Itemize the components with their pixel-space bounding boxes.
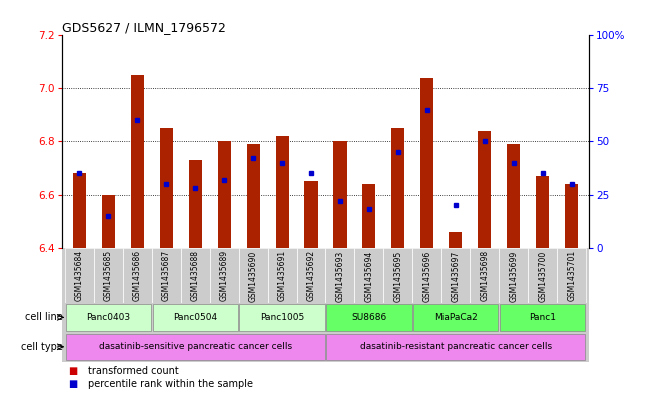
Text: GSM1435696: GSM1435696	[422, 250, 432, 301]
Bar	[102, 195, 115, 248]
Bar	[326, 334, 585, 360]
Bar	[66, 304, 151, 331]
Bar	[131, 75, 144, 248]
Text: GSM1435697: GSM1435697	[451, 250, 460, 301]
Bar	[391, 128, 404, 248]
Bar	[507, 144, 520, 248]
Bar	[413, 248, 441, 303]
Text: GSM1435692: GSM1435692	[307, 250, 316, 301]
Text: GSM1435688: GSM1435688	[191, 250, 200, 301]
Text: Panc1: Panc1	[529, 313, 557, 322]
Text: Panc1005: Panc1005	[260, 313, 304, 322]
Bar	[326, 304, 411, 331]
Bar	[189, 160, 202, 248]
Bar	[363, 184, 376, 248]
Bar	[413, 304, 499, 331]
Bar	[122, 248, 152, 303]
Bar	[449, 232, 462, 248]
Text: Panc0504: Panc0504	[173, 313, 217, 322]
Bar	[268, 248, 296, 303]
Bar	[557, 248, 587, 303]
Bar	[296, 248, 326, 303]
Text: GSM1435694: GSM1435694	[365, 250, 374, 301]
Bar	[333, 141, 346, 248]
Text: cell line: cell line	[25, 312, 62, 322]
Text: Panc0403: Panc0403	[86, 313, 130, 322]
Bar	[64, 248, 94, 303]
Bar	[247, 144, 260, 248]
Text: dasatinib-sensitive pancreatic cancer cells: dasatinib-sensitive pancreatic cancer ce…	[98, 342, 292, 351]
Text: GSM1435690: GSM1435690	[249, 250, 258, 301]
Bar	[441, 248, 471, 303]
Bar	[240, 304, 325, 331]
Bar	[565, 184, 578, 248]
Text: dasatinib-resistant pancreatic cancer cells: dasatinib-resistant pancreatic cancer ce…	[360, 342, 552, 351]
Text: GSM1435685: GSM1435685	[104, 250, 113, 301]
Text: GSM1435698: GSM1435698	[480, 250, 490, 301]
Text: GSM1435689: GSM1435689	[219, 250, 229, 301]
Text: ■: ■	[68, 366, 77, 376]
Bar	[383, 248, 413, 303]
Bar	[66, 334, 325, 360]
Bar	[238, 248, 268, 303]
Text: GSM1435691: GSM1435691	[277, 250, 286, 301]
Bar	[529, 248, 557, 303]
Text: GSM1435686: GSM1435686	[133, 250, 142, 301]
Text: GSM1435699: GSM1435699	[509, 250, 518, 301]
Bar	[536, 176, 549, 248]
Text: GSM1435701: GSM1435701	[567, 250, 576, 301]
Bar	[210, 248, 238, 303]
Bar	[94, 248, 122, 303]
Text: SU8686: SU8686	[352, 313, 387, 322]
Bar	[355, 248, 383, 303]
Bar	[305, 181, 318, 248]
Bar	[73, 173, 86, 248]
Text: GSM1435684: GSM1435684	[75, 250, 84, 301]
Text: GSM1435695: GSM1435695	[393, 250, 402, 301]
Text: GSM1435700: GSM1435700	[538, 250, 547, 301]
Text: GSM1435687: GSM1435687	[161, 250, 171, 301]
Bar	[159, 128, 173, 248]
Bar	[217, 141, 230, 248]
Bar	[421, 78, 434, 248]
Text: percentile rank within the sample: percentile rank within the sample	[88, 378, 253, 389]
Bar	[499, 248, 529, 303]
Text: MiaPaCa2: MiaPaCa2	[434, 313, 478, 322]
Text: GSM1435693: GSM1435693	[335, 250, 344, 301]
Bar	[471, 248, 499, 303]
Text: cell type: cell type	[21, 342, 62, 352]
Bar	[500, 304, 585, 331]
Bar	[275, 136, 288, 248]
Bar	[152, 248, 180, 303]
Bar	[180, 248, 210, 303]
Text: GDS5627 / ILMN_1796572: GDS5627 / ILMN_1796572	[62, 21, 226, 34]
Bar	[478, 131, 492, 248]
Bar	[152, 304, 238, 331]
Text: ■: ■	[68, 378, 77, 389]
Text: transformed count: transformed count	[88, 366, 178, 376]
Bar	[326, 248, 355, 303]
